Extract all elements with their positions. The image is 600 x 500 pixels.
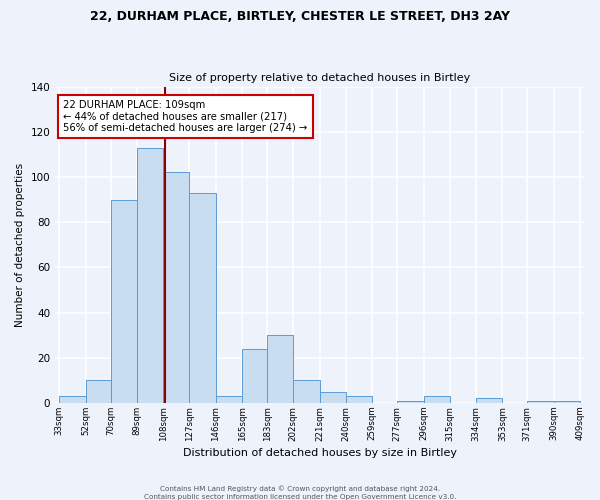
Title: Size of property relative to detached houses in Birtley: Size of property relative to detached ho…	[169, 73, 470, 83]
Bar	[397, 400, 424, 403]
Bar	[86, 380, 110, 403]
Bar	[267, 335, 293, 403]
Bar	[346, 396, 372, 403]
Text: Contains HM Land Registry data © Crown copyright and database right 2024.: Contains HM Land Registry data © Crown c…	[160, 486, 440, 492]
Bar	[476, 398, 502, 403]
Y-axis label: Number of detached properties: Number of detached properties	[15, 162, 25, 327]
Bar	[424, 396, 450, 403]
Text: 22 DURHAM PLACE: 109sqm
← 44% of detached houses are smaller (217)
56% of semi-d: 22 DURHAM PLACE: 109sqm ← 44% of detache…	[64, 100, 308, 134]
Bar	[216, 396, 242, 403]
Bar	[320, 392, 346, 403]
Bar	[137, 148, 163, 403]
Text: Contains public sector information licensed under the Open Government Licence v3: Contains public sector information licen…	[144, 494, 456, 500]
Bar	[242, 348, 267, 403]
Bar	[110, 200, 137, 403]
Bar	[554, 400, 580, 403]
Bar	[527, 400, 554, 403]
Bar	[190, 193, 216, 403]
X-axis label: Distribution of detached houses by size in Birtley: Distribution of detached houses by size …	[182, 448, 457, 458]
Bar	[293, 380, 320, 403]
Bar	[163, 172, 190, 403]
Text: 22, DURHAM PLACE, BIRTLEY, CHESTER LE STREET, DH3 2AY: 22, DURHAM PLACE, BIRTLEY, CHESTER LE ST…	[90, 10, 510, 23]
Bar	[59, 396, 86, 403]
